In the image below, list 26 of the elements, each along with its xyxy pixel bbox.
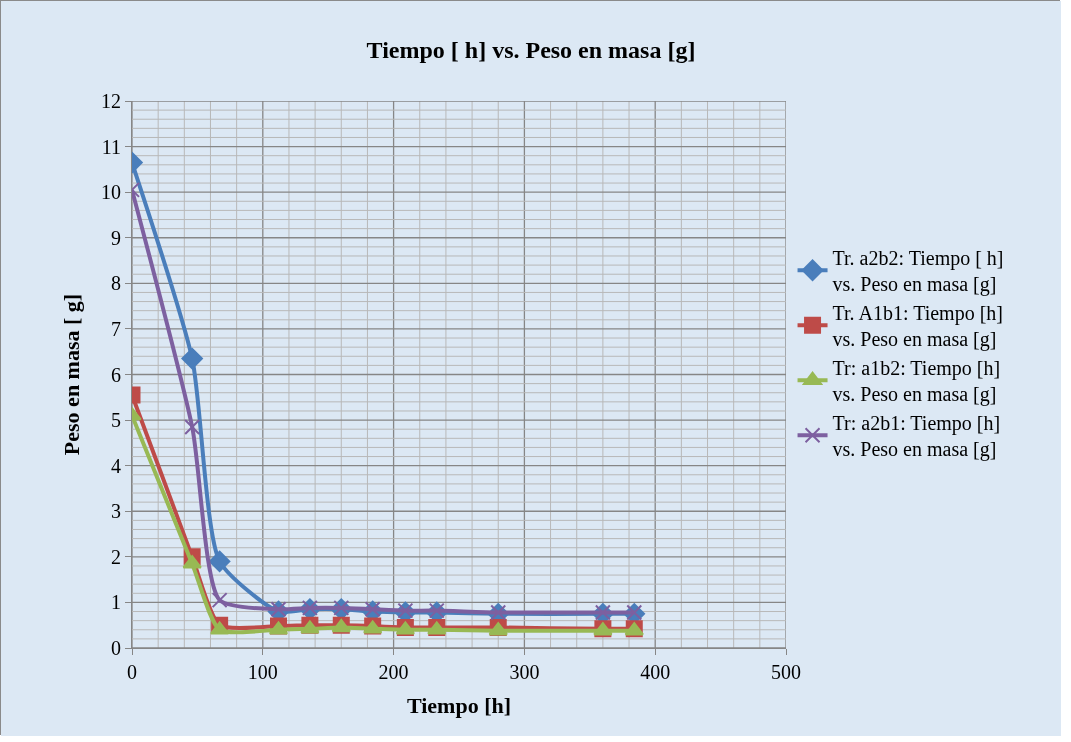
x-tick-label: 300 — [509, 661, 540, 683]
legend-label: Tr. A1b1: Tiempo [h] vs. Peso en masa [g] — [832, 302, 1003, 352]
y-tick-label: 9 — [111, 226, 121, 249]
y-tick-label: 5 — [111, 409, 121, 432]
chart-title: Tiempo [ h] vs. Peso en masa [g] — [366, 37, 696, 64]
y-tick-label: 10 — [101, 181, 121, 204]
x-tick-label: 200 — [378, 661, 409, 683]
y-tick-label: 6 — [111, 363, 121, 386]
y-tick-label: 1 — [111, 591, 121, 614]
x-tick-label: 400 — [640, 661, 671, 683]
y-tick-label: 0 — [111, 637, 121, 659]
x-tick-label: 0 — [127, 661, 137, 683]
legend-label: Tr: a1b2: Tiempo [h] vs. Peso en masa [g] — [832, 357, 1001, 407]
y-axis-title: Peso en masa [ g] — [58, 293, 84, 456]
y-tick-label: 7 — [111, 317, 121, 340]
x-tick-label: 100 — [247, 661, 278, 683]
y-tick-label: 4 — [111, 454, 121, 477]
x-tick-label: 500 — [771, 661, 801, 683]
y-tick-label: 3 — [111, 500, 121, 523]
y-tick-label: 8 — [111, 272, 121, 295]
x-axis-title: Tiempo [h] — [406, 692, 512, 718]
y-tick-label: 12 — [101, 90, 121, 112]
legend-label: Tr. a2b2: Tiempo [ h] vs. Peso en masa [g] — [832, 247, 1004, 297]
y-tick-label: 11 — [101, 135, 121, 158]
y-tick-label: 2 — [111, 545, 121, 568]
legend-label: Tr: a2b1: Tiempo [h] vs. Peso en masa [g] — [832, 412, 1001, 462]
